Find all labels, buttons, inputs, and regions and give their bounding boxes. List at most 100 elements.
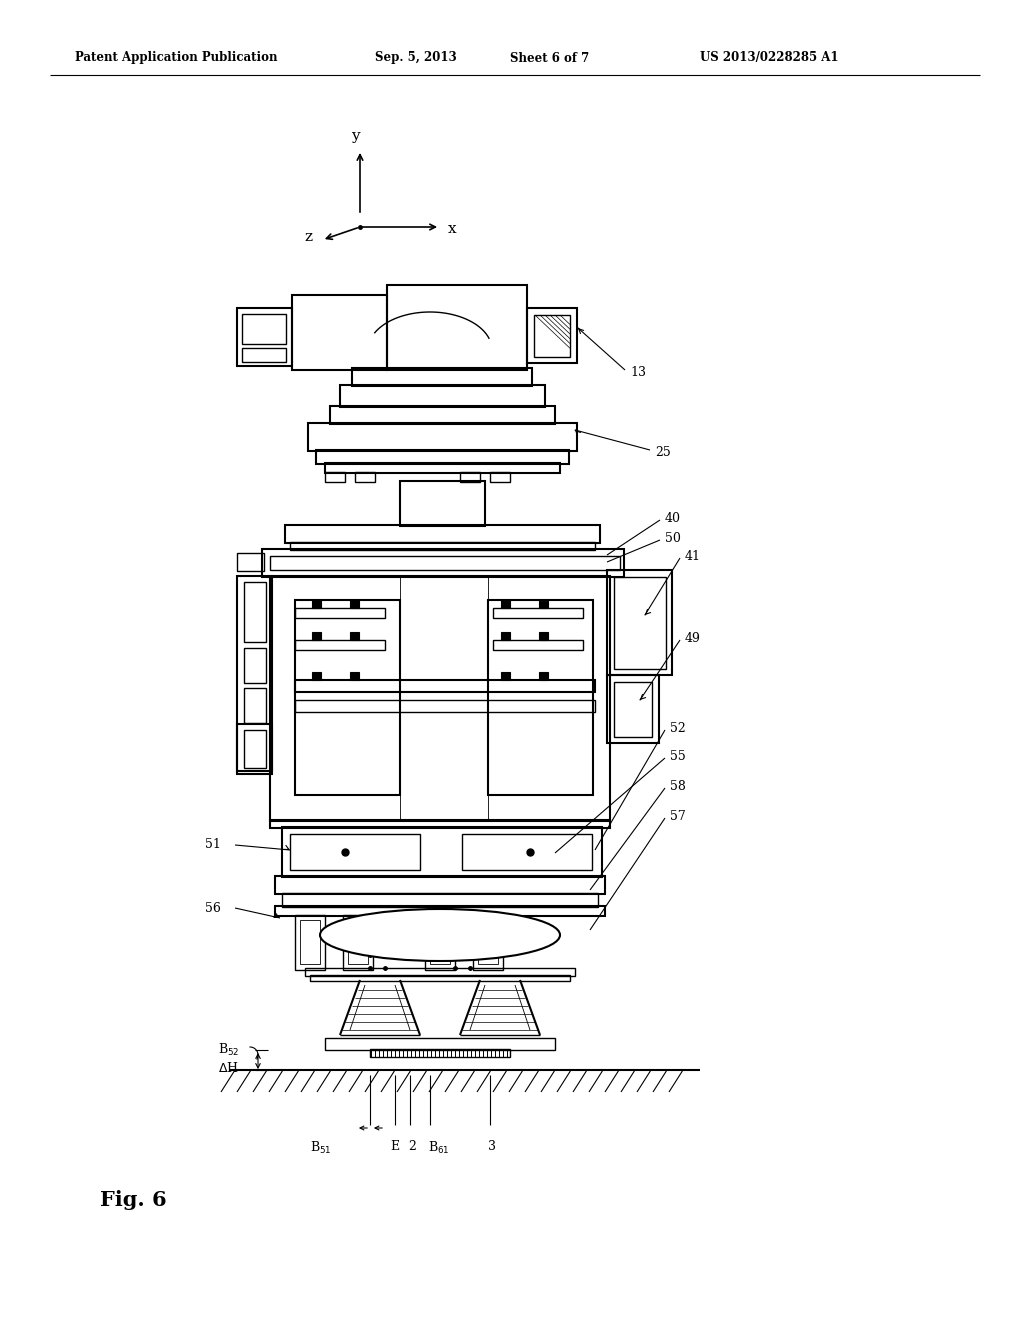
Bar (478, 920, 498, 964)
Bar (460, 473, 480, 482)
Bar (490, 473, 510, 482)
Text: 3: 3 (488, 1140, 496, 1152)
Bar (370, 1049, 510, 1057)
Bar (340, 385, 545, 407)
Bar (295, 680, 595, 692)
Text: B$_{51}$: B$_{51}$ (310, 1140, 332, 1156)
Bar (244, 688, 266, 723)
Bar (325, 1038, 555, 1049)
Text: 2: 2 (408, 1140, 416, 1152)
Text: 25: 25 (655, 446, 671, 458)
Bar (350, 601, 359, 609)
Bar (316, 450, 569, 465)
Bar (539, 601, 548, 609)
Bar (430, 920, 450, 964)
Text: US 2013/0228285 A1: US 2013/0228285 A1 (700, 51, 839, 65)
Bar (488, 601, 593, 795)
Bar (282, 828, 602, 876)
Bar (501, 632, 510, 640)
Bar (237, 723, 272, 774)
Bar (325, 473, 345, 482)
Bar (295, 700, 595, 711)
Bar (312, 672, 321, 680)
Text: 55: 55 (670, 750, 686, 763)
Bar (539, 672, 548, 680)
Bar (270, 820, 610, 828)
Bar (295, 915, 325, 970)
Bar (290, 834, 420, 870)
Bar (270, 556, 620, 570)
Bar (242, 314, 286, 345)
Text: 52: 52 (670, 722, 686, 734)
Bar (607, 675, 659, 743)
Bar (308, 422, 577, 451)
Bar (262, 549, 624, 577)
Bar (312, 632, 321, 640)
Bar (350, 672, 359, 680)
Bar (285, 525, 600, 543)
Text: 56: 56 (205, 902, 221, 915)
Text: 41: 41 (685, 549, 701, 562)
Bar (244, 730, 266, 768)
Text: 49: 49 (685, 631, 700, 644)
Text: 13: 13 (630, 366, 646, 379)
Bar (292, 294, 387, 370)
Bar (400, 480, 485, 525)
Bar (473, 915, 503, 970)
Text: y: y (350, 129, 359, 143)
Bar (501, 601, 510, 609)
Bar (312, 601, 321, 609)
Bar (462, 834, 592, 870)
Text: 51: 51 (205, 838, 221, 851)
Text: B$_{52}$: B$_{52}$ (218, 1041, 240, 1059)
Bar (607, 570, 672, 675)
Bar (237, 576, 272, 771)
Bar (244, 582, 266, 642)
Bar (330, 407, 555, 424)
Bar (295, 609, 385, 618)
Bar (242, 348, 286, 362)
Bar (614, 577, 666, 669)
Bar (348, 920, 368, 964)
Text: z: z (304, 230, 312, 244)
Bar (275, 906, 605, 916)
Text: 40: 40 (665, 511, 681, 524)
Bar (352, 368, 532, 385)
Bar (295, 640, 385, 649)
Bar (300, 920, 319, 964)
Bar (282, 894, 598, 907)
Bar (501, 672, 510, 680)
Text: 58: 58 (670, 780, 686, 792)
Bar (350, 632, 359, 640)
Bar (493, 609, 583, 618)
Text: x: x (449, 222, 457, 236)
Bar (527, 308, 577, 363)
Bar (310, 975, 570, 981)
Bar (343, 915, 373, 970)
Bar (290, 543, 595, 550)
Text: Sheet 6 of 7: Sheet 6 of 7 (510, 51, 589, 65)
Text: Fig. 6: Fig. 6 (100, 1191, 167, 1210)
Ellipse shape (319, 909, 560, 961)
Text: Sep. 5, 2013: Sep. 5, 2013 (375, 51, 457, 65)
Text: B$_{61}$: B$_{61}$ (428, 1140, 450, 1156)
Bar (305, 968, 575, 975)
Text: $\Delta$H: $\Delta$H (218, 1061, 239, 1074)
Bar (275, 876, 605, 894)
Bar (355, 473, 375, 482)
Text: Patent Application Publication: Patent Application Publication (75, 51, 278, 65)
Bar (539, 632, 548, 640)
Text: E: E (390, 1140, 399, 1152)
Bar (295, 601, 400, 795)
Text: 50: 50 (665, 532, 681, 544)
Bar (614, 682, 652, 737)
Bar (237, 553, 264, 572)
Bar (493, 640, 583, 649)
Bar (425, 915, 455, 970)
Bar (325, 463, 560, 473)
Text: 57: 57 (670, 809, 686, 822)
Bar (534, 315, 570, 356)
Bar (270, 576, 610, 821)
Bar (237, 308, 292, 366)
Bar (244, 648, 266, 682)
